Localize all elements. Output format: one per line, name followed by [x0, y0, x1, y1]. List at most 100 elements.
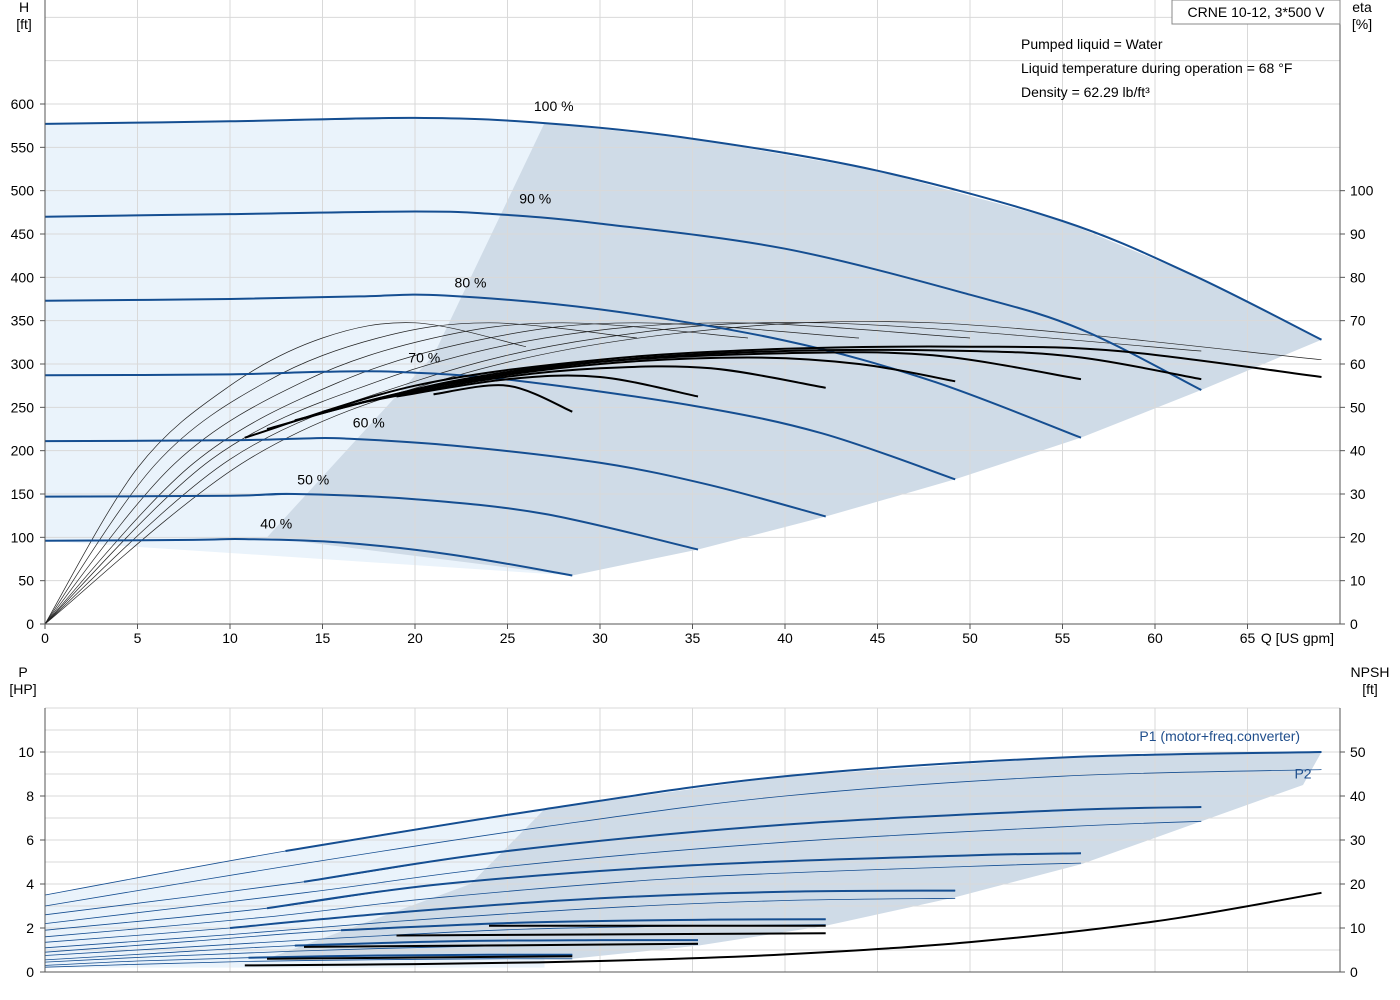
q-tick-label: 15 — [315, 630, 331, 646]
npsh-tick-label: 20 — [1350, 876, 1366, 892]
npsh-axis-unit: [ft] — [1362, 681, 1378, 697]
eta-tick-label: 60 — [1350, 356, 1366, 372]
q-tick-label: 35 — [685, 630, 701, 646]
head-curve-label: 50 % — [297, 471, 329, 487]
head-curve-left-segment — [44, 211, 416, 218]
eta-tick-label: 70 — [1350, 313, 1366, 329]
pump-info-box: CRNE 10-12, 3*500 V Pumped liquid = Wate… — [1021, 0, 1341, 100]
p1-curve — [340, 918, 826, 932]
head-curve-left-segment — [44, 438, 305, 442]
npsh-segment — [396, 932, 826, 937]
head-curve-label: 40 % — [260, 516, 292, 532]
q-tick-label: 25 — [500, 630, 516, 646]
npsh-segment — [303, 942, 699, 948]
axes-layer: 0 5 10 15 20 25 30 35 40 45 50 55 60 6505010015020025… — [11, 0, 1374, 980]
h-tick-label: 200 — [11, 443, 35, 459]
p-tick-label: 2 — [26, 920, 34, 936]
efficiency-thin-curve — [44, 321, 1322, 625]
p-tick-label: 8 — [26, 788, 34, 804]
head-curve-left-segment — [44, 538, 245, 542]
head-curve-label: 70 % — [408, 349, 440, 365]
power-efficient-band — [267, 752, 1322, 959]
eta-tick-label: 90 — [1350, 226, 1366, 242]
head-curve-label: 60 % — [353, 414, 385, 430]
p-axis-title: P — [18, 664, 27, 680]
h-tick-label: 100 — [11, 529, 35, 545]
head-curve-left-segment — [44, 371, 323, 376]
q-tick-label: 5 — [134, 630, 142, 646]
efficiency-curve — [433, 384, 573, 413]
q-axis-title: Q [US gpm] — [1261, 630, 1334, 646]
liquid-temperature-text: Liquid temperature during operation = 68… — [1021, 60, 1292, 76]
h-tick-label: 500 — [11, 183, 35, 199]
p2-curve — [44, 769, 1322, 907]
npsh-tick-label: 10 — [1350, 920, 1366, 936]
q-tick-label: 45 — [870, 630, 886, 646]
npsh-tick-label: 30 — [1350, 832, 1366, 848]
efficiency-curve — [322, 356, 956, 413]
eta-tick-label: 20 — [1350, 529, 1366, 545]
npsh-tick-label: 0 — [1350, 964, 1358, 980]
p1-curve — [248, 953, 573, 959]
efficiency-curve — [359, 365, 826, 404]
p1-curve — [294, 939, 699, 947]
head-curve-left-segment — [44, 295, 360, 302]
npsh-curve — [244, 891, 1322, 967]
p-tick-label: 0 — [26, 964, 34, 980]
h-axis-title: H — [19, 0, 29, 15]
h-tick-label: 450 — [11, 226, 35, 242]
efficiency-thin-curve — [44, 322, 638, 625]
p-axis-unit: [HP] — [9, 681, 36, 697]
h-tick-label: 600 — [11, 96, 35, 112]
curve-layer: 100 % 90 % 80 % 70 % 60 % 50 % 40 % P1 (motor+f… — [44, 98, 1322, 968]
head-curve-left-segment — [44, 117, 416, 125]
eta-axis-unit: [%] — [1352, 16, 1372, 32]
p1-curve — [229, 889, 956, 929]
p2-curve — [44, 897, 956, 949]
p1-legend-label: P1 (motor+freq.converter) — [1139, 728, 1300, 744]
p2-curve — [44, 820, 1202, 924]
eta-tick-label: 10 — [1350, 573, 1366, 589]
eta-tick-label: 100 — [1350, 183, 1374, 199]
h-tick-label: 0 — [26, 616, 34, 632]
efficiency-curve — [294, 351, 1082, 422]
npsh-segment — [266, 955, 573, 960]
head-curve-left-segment — [44, 493, 295, 498]
h-axis-unit: [ft] — [16, 16, 32, 32]
h-tick-label: 150 — [11, 486, 35, 502]
eta-axis-title: eta — [1352, 0, 1372, 15]
npsh-tick-label: 40 — [1350, 788, 1366, 804]
p-tick-label: 6 — [26, 832, 34, 848]
pump-title-box — [1171, 0, 1341, 25]
q-tick-label: 65 — [1240, 630, 1256, 646]
head-curve-label: 100 % — [534, 98, 574, 114]
eta-tick-label: 40 — [1350, 443, 1366, 459]
h-tick-label: 550 — [11, 139, 35, 155]
head-curve-label: 90 % — [519, 191, 551, 207]
p-tick-label: 4 — [26, 876, 34, 892]
pump-title: CRNE 10-12, 3*500 V — [1188, 4, 1326, 20]
head-curve-label: 80 % — [455, 275, 487, 291]
p2-legend-label: P2 — [1294, 765, 1311, 781]
h-tick-label: 250 — [11, 399, 35, 415]
p2-curve — [44, 862, 1082, 938]
h-tick-label: 300 — [11, 356, 35, 372]
eta-tick-label: 80 — [1350, 269, 1366, 285]
q-tick-label: 55 — [1055, 630, 1071, 646]
p1-curve — [266, 852, 1082, 910]
eta-tick-label: 30 — [1350, 486, 1366, 502]
efficiency-thin-curve — [44, 322, 527, 625]
h-tick-label: 50 — [18, 573, 34, 589]
q-tick-label: 60 — [1147, 630, 1163, 646]
q-tick-label: 40 — [777, 630, 793, 646]
p2-curve — [44, 958, 573, 968]
density-text: Density = 62.29 lb/ft³ — [1021, 84, 1150, 100]
efficiency-curve — [244, 345, 1322, 439]
q-tick-label: 0 — [41, 630, 49, 646]
p-tick-label: 10 — [18, 744, 34, 760]
npsh-axis-title: NPSH — [1351, 664, 1390, 680]
q-tick-label: 10 — [222, 630, 238, 646]
q-tick-label: 30 — [592, 630, 608, 646]
p1-curve — [285, 751, 1322, 852]
